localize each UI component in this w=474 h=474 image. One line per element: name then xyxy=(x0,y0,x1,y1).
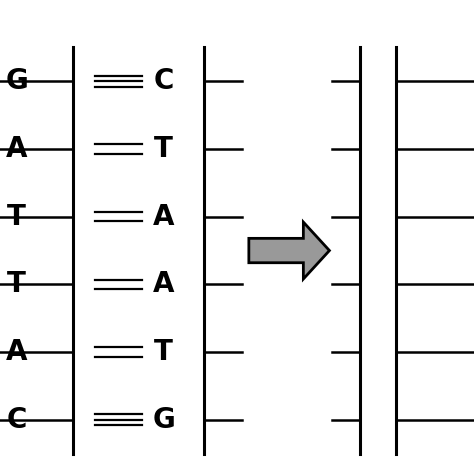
Text: T: T xyxy=(7,203,26,231)
Polygon shape xyxy=(249,222,329,279)
Text: G: G xyxy=(152,406,175,434)
Text: T: T xyxy=(154,135,173,163)
Text: T: T xyxy=(7,270,26,299)
Text: A: A xyxy=(6,338,27,366)
Text: C: C xyxy=(7,406,27,434)
Text: G: G xyxy=(5,67,28,95)
Text: C: C xyxy=(154,67,173,95)
Text: T: T xyxy=(154,338,173,366)
Text: A: A xyxy=(153,270,174,299)
Text: A: A xyxy=(6,135,27,163)
Text: A: A xyxy=(153,203,174,231)
